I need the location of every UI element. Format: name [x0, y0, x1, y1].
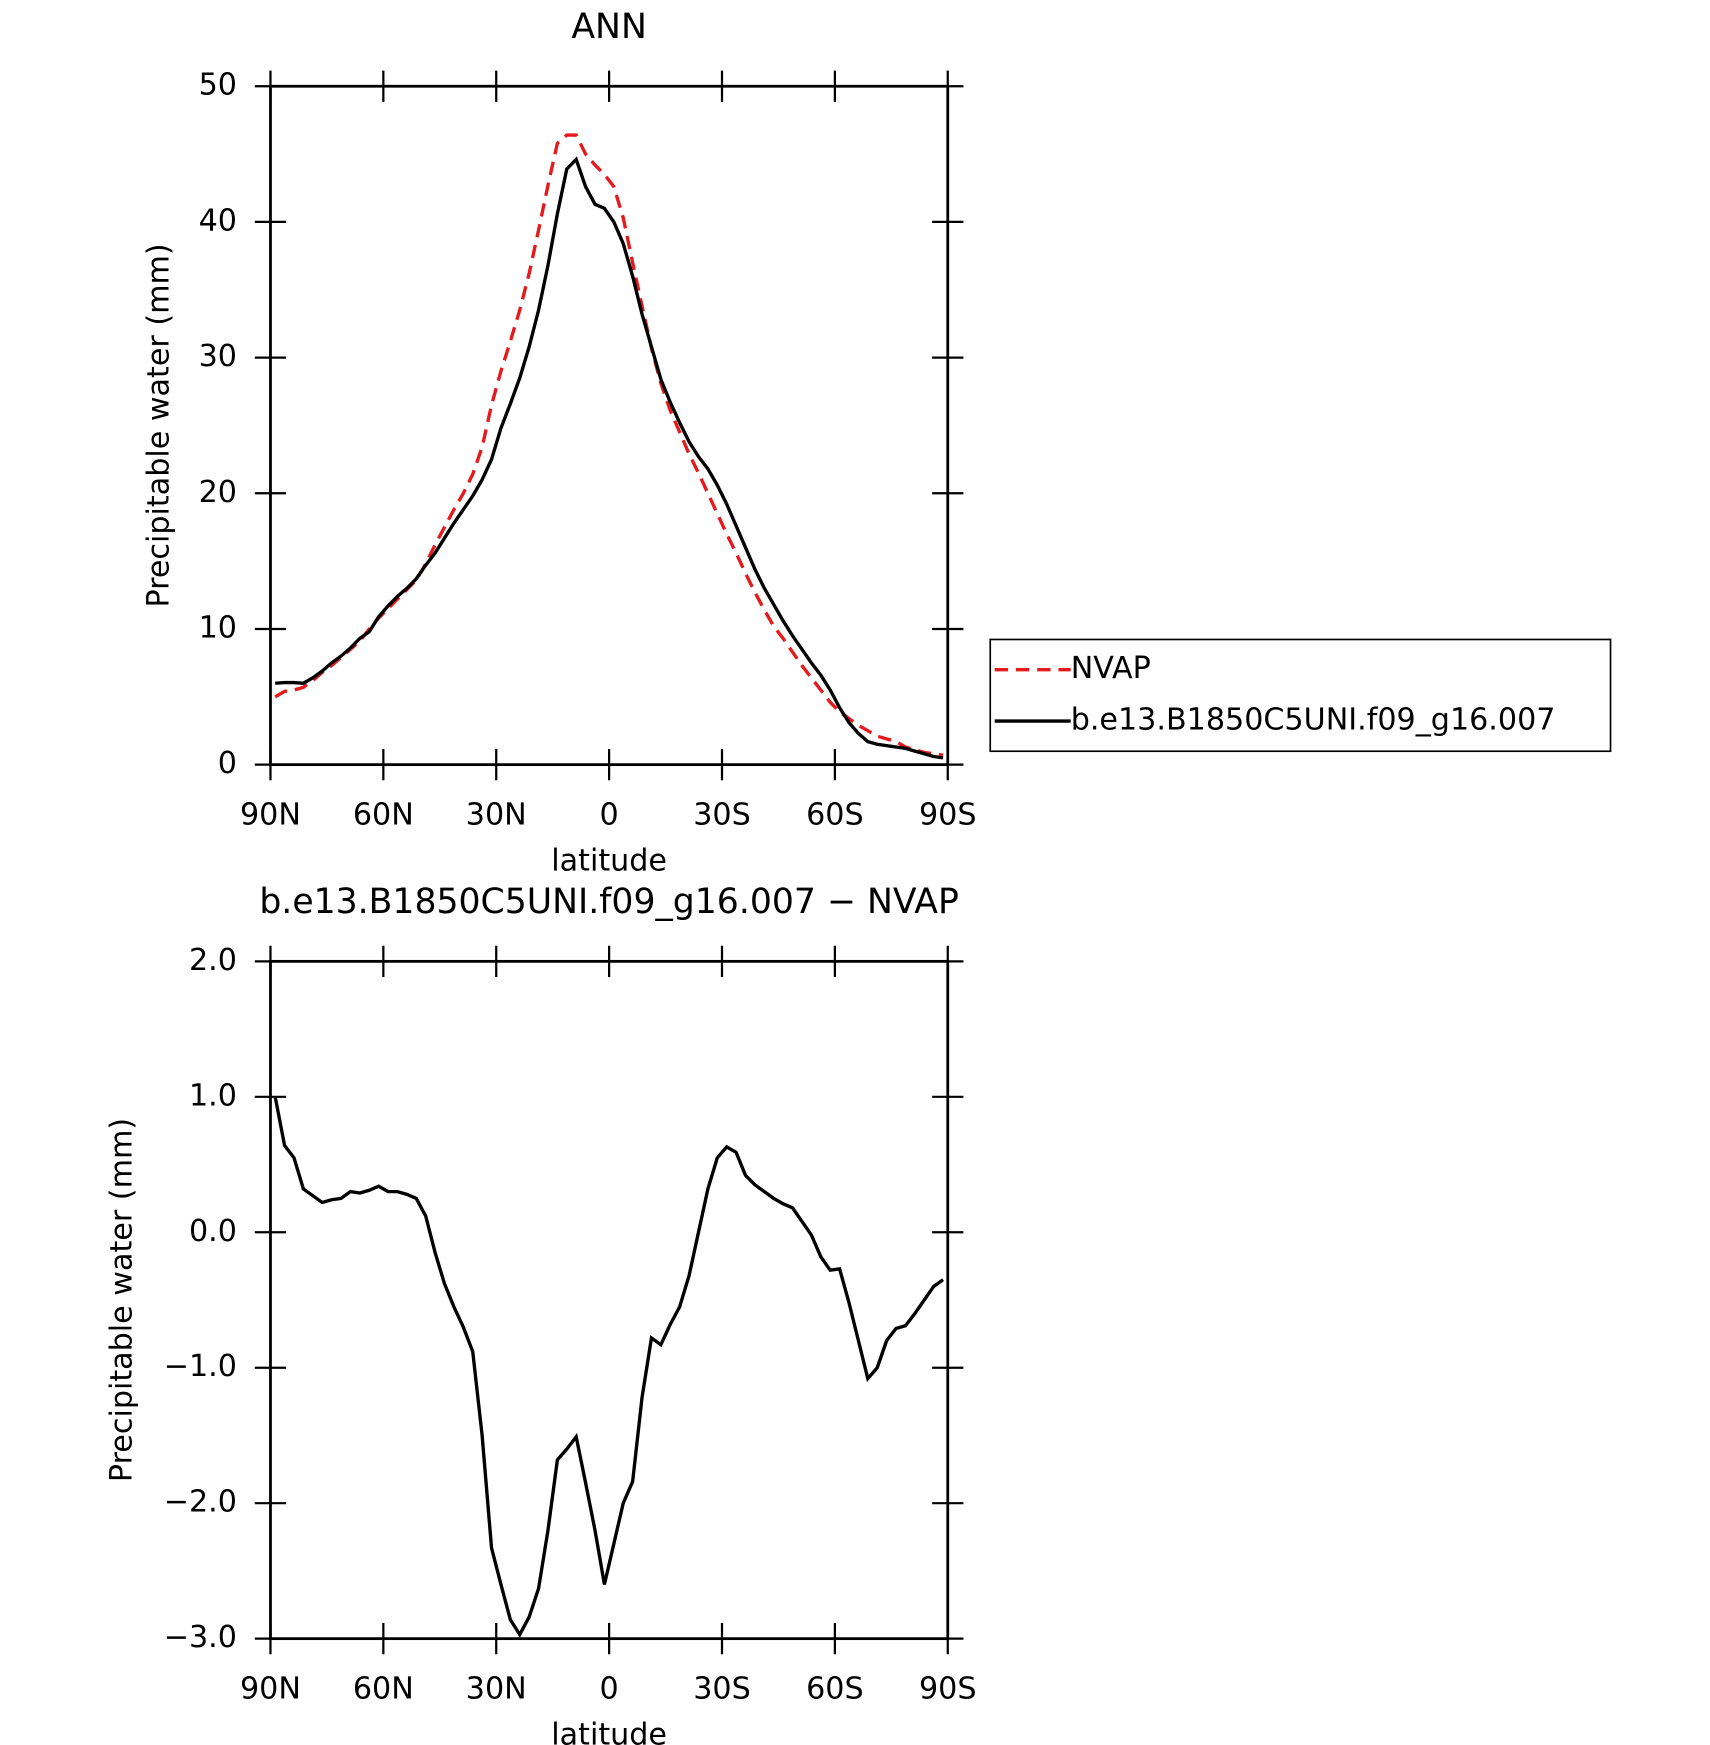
y-tick-label: 20 [199, 475, 237, 510]
x-tick-label: 90N [240, 1672, 301, 1707]
x-tick-label: 60S [806, 1672, 864, 1707]
chart-title: b.e13.B1850C5UNI.f09_g16.007 − NVAP [259, 882, 959, 922]
y-tick-label: 1.0 [189, 1078, 237, 1113]
plot-frame [269, 959, 950, 1641]
y-tick-label: 10 [199, 610, 237, 645]
y-tick-label: 30 [199, 339, 237, 374]
y-tick-label: 0.0 [189, 1214, 237, 1249]
data-line [275, 156, 944, 760]
x-tick-label: 90S [919, 1672, 977, 1707]
x-axis-label: latitude [551, 1717, 667, 1745]
x-tick-label: 0 [600, 798, 619, 833]
y-tick-label: −3.0 [164, 1620, 237, 1655]
legend-label: b.e13.B1850C5UNI.f09_g16.007 [1071, 703, 1556, 738]
x-tick-label: 30S [693, 798, 751, 833]
y-axis-label: Precipitable water (mm) [141, 243, 176, 607]
x-tick-label: 90S [919, 798, 977, 833]
x-tick-label: 60S [806, 798, 864, 833]
y-tick-label: −1.0 [164, 1349, 237, 1384]
y-tick-label: 0 [218, 746, 237, 781]
x-tick-label: 30S [693, 1672, 751, 1707]
y-tick-label: 50 [199, 68, 237, 103]
x-tick-label: 60N [353, 798, 414, 833]
y-axis-label: Precipitable water (mm) [104, 1118, 139, 1482]
y-tick-label: 40 [199, 203, 237, 238]
x-tick-label: 90N [240, 798, 301, 833]
x-tick-label: 0 [600, 1672, 619, 1707]
x-tick-label: 60N [353, 1672, 414, 1707]
y-tick-label: −2.0 [164, 1485, 237, 1520]
y-tick-label: 2.0 [189, 943, 237, 978]
legend-box [989, 638, 1612, 753]
chart-title: ANN [571, 7, 646, 47]
x-tick-label: 30N [466, 1672, 527, 1707]
x-axis-label: latitude [551, 843, 667, 878]
legend-label: NVAP [1071, 651, 1151, 686]
x-tick-label: 30N [466, 798, 527, 833]
data-line [274, 133, 944, 757]
data-line [273, 1096, 945, 1638]
plot-frame [269, 84, 950, 767]
